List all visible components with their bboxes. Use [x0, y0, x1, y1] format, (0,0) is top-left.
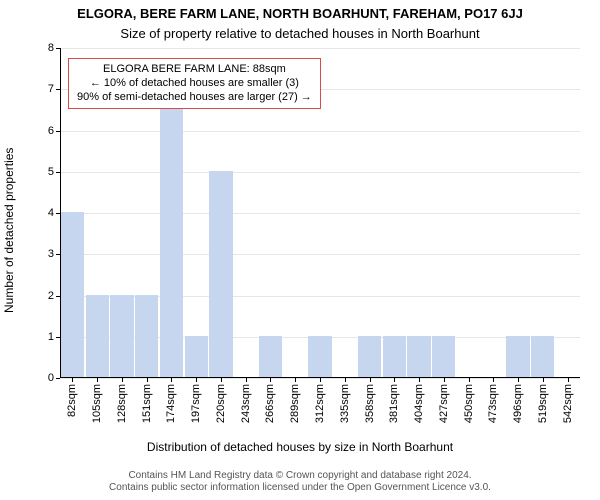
- y-tick-label: 7: [48, 83, 54, 95]
- bar: [432, 336, 455, 378]
- x-tick-label: 335sqm: [339, 384, 351, 423]
- plot-area: ELGORA BERE FARM LANE: 88sqm ← 10% of de…: [60, 48, 580, 378]
- y-tick-mark: [56, 89, 60, 90]
- bar: [531, 336, 554, 378]
- chart-container: ELGORA, BERE FARM LANE, NORTH BOARHUNT, …: [0, 0, 600, 500]
- y-tick-mark: [56, 296, 60, 297]
- x-tick-label: 404sqm: [413, 384, 425, 423]
- y-axis-line: [60, 48, 61, 378]
- bar: [209, 171, 232, 378]
- y-tick-label: 4: [48, 207, 54, 219]
- y-tick-label: 8: [48, 42, 54, 54]
- x-tick-label: 473sqm: [487, 384, 499, 423]
- x-tick-label: 427sqm: [438, 384, 450, 423]
- bar: [308, 336, 331, 378]
- x-tick-label: 519sqm: [537, 384, 549, 423]
- x-tick-mark: [97, 378, 98, 382]
- x-tick-mark: [72, 378, 73, 382]
- x-tick-label: 358sqm: [364, 384, 376, 423]
- y-tick-label: 3: [48, 248, 54, 260]
- bar: [185, 336, 208, 378]
- x-tick-mark: [122, 378, 123, 382]
- x-tick-mark: [370, 378, 371, 382]
- bar: [259, 336, 282, 378]
- x-tick-label: 266sqm: [264, 384, 276, 423]
- x-axis-label: Distribution of detached houses by size …: [0, 440, 600, 454]
- bar: [110, 295, 133, 379]
- bar: [358, 336, 381, 378]
- x-tick-label: 220sqm: [215, 384, 227, 423]
- x-tick-mark: [394, 378, 395, 382]
- bar: [61, 212, 84, 378]
- x-tick-mark: [246, 378, 247, 382]
- x-tick-label: 312sqm: [314, 384, 326, 423]
- x-tick-mark: [147, 378, 148, 382]
- x-tick-mark: [270, 378, 271, 382]
- x-tick-label: 82sqm: [66, 384, 78, 417]
- x-tick-mark: [419, 378, 420, 382]
- y-tick-mark: [56, 378, 60, 379]
- x-tick-mark: [295, 378, 296, 382]
- footer-line1: Contains HM Land Registry data © Crown c…: [0, 470, 600, 482]
- y-tick-mark: [56, 172, 60, 173]
- x-tick-label: 289sqm: [289, 384, 301, 423]
- x-tick-mark: [171, 378, 172, 382]
- footer-attribution: Contains HM Land Registry data © Crown c…: [0, 470, 600, 494]
- highlight-info-box: ELGORA BERE FARM LANE: 88sqm ← 10% of de…: [68, 58, 321, 109]
- y-tick-mark: [56, 254, 60, 255]
- x-tick-mark: [345, 378, 346, 382]
- x-tick-mark: [518, 378, 519, 382]
- footer-line2: Contains public sector information licen…: [0, 482, 600, 494]
- info-box-line2: ← 10% of detached houses are smaller (3): [77, 77, 312, 91]
- bar: [86, 295, 109, 379]
- y-tick-label: 6: [48, 125, 54, 137]
- y-tick-label: 2: [48, 290, 54, 302]
- x-tick-label: 243sqm: [240, 384, 252, 423]
- x-tick-mark: [469, 378, 470, 382]
- x-tick-label: 450sqm: [463, 384, 475, 423]
- x-tick-mark: [221, 378, 222, 382]
- x-tick-label: 151sqm: [141, 384, 153, 423]
- x-tick-mark: [320, 378, 321, 382]
- y-tick-mark: [56, 131, 60, 132]
- y-tick-label: 0: [48, 372, 54, 384]
- y-tick-mark: [56, 213, 60, 214]
- y-tick-label: 1: [48, 331, 54, 343]
- x-tick-mark: [196, 378, 197, 382]
- x-tick-label: 174sqm: [165, 384, 177, 423]
- bar: [383, 336, 406, 378]
- x-tick-label: 381sqm: [388, 384, 400, 423]
- y-axis-label: Number of detached properties: [2, 148, 16, 313]
- x-tick-label: 105sqm: [91, 384, 103, 423]
- bar: [407, 336, 430, 378]
- chart-title-line2: Size of property relative to detached ho…: [0, 26, 600, 41]
- bar: [135, 295, 158, 379]
- x-tick-mark: [568, 378, 569, 382]
- x-tick-mark: [444, 378, 445, 382]
- y-tick-mark: [56, 48, 60, 49]
- bar: [160, 88, 183, 378]
- y-tick-label: 5: [48, 166, 54, 178]
- chart-title-line1: ELGORA, BERE FARM LANE, NORTH BOARHUNT, …: [0, 6, 600, 21]
- info-box-line3: 90% of semi-detached houses are larger (…: [77, 91, 312, 105]
- x-tick-label: 542sqm: [562, 384, 574, 423]
- x-tick-mark: [493, 378, 494, 382]
- x-tick-mark: [543, 378, 544, 382]
- info-box-line1: ELGORA BERE FARM LANE: 88sqm: [77, 63, 312, 77]
- x-tick-label: 128sqm: [116, 384, 128, 423]
- x-tick-label: 496sqm: [512, 384, 524, 423]
- bar: [506, 336, 529, 378]
- x-tick-label: 197sqm: [190, 384, 202, 423]
- y-tick-mark: [56, 337, 60, 338]
